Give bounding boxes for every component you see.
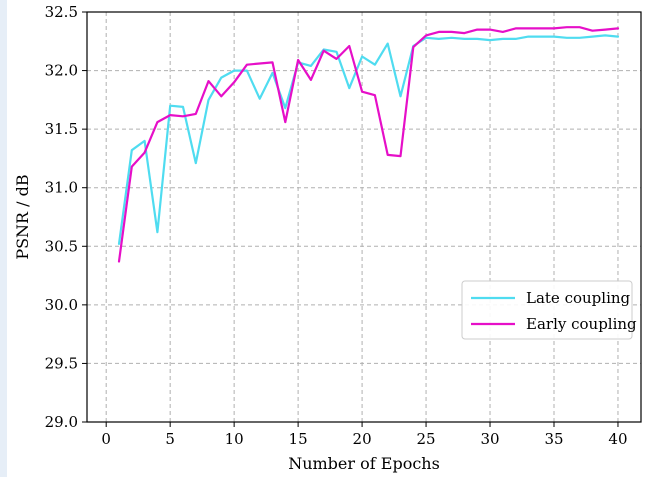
- series-line-early-coupling: [117, 26, 620, 263]
- series-lines: [117, 26, 620, 263]
- x-tick-label: 20: [353, 430, 372, 448]
- y-tick-label: 31.5: [45, 120, 78, 138]
- x-tick-label: 10: [225, 430, 244, 448]
- x-tick-label: 5: [165, 430, 175, 448]
- plot-frame: [86, 11, 642, 423]
- legend-label-early-coupling: Early coupling: [526, 315, 637, 333]
- y-tick-label: 30.5: [45, 237, 78, 255]
- left-edge-strip: [0, 0, 7, 477]
- legend: Late coupling Early coupling: [461, 280, 637, 340]
- x-tick-label: 25: [417, 430, 436, 448]
- y-tick-label: 31.0: [45, 179, 78, 197]
- y-tick-label: 32.5: [45, 3, 78, 21]
- x-tick-label: 0: [101, 430, 111, 448]
- y-axis-label: PSNR / dB: [13, 174, 32, 259]
- x-axis-label: Number of Epochs: [288, 454, 440, 473]
- x-tick-label: 35: [544, 430, 563, 448]
- x-tick-label: 40: [608, 430, 627, 448]
- y-tick-label: 30.0: [45, 296, 78, 314]
- y-tick-label: 29.5: [45, 354, 78, 372]
- series-line-late-coupling: [117, 34, 620, 245]
- x-tick-label: 30: [480, 430, 499, 448]
- axis-ticks: 0 5 10 15 20 25 30 35 40 29.0 29.5 30.0 30.5 31.0 31.5…: [45, 3, 628, 448]
- x-tick-label: 15: [289, 430, 308, 448]
- y-tick-label: 29.0: [45, 413, 78, 431]
- y-tick-label: 32.0: [45, 62, 78, 80]
- grid-lines: [87, 11, 641, 423]
- legend-label-late-coupling: Late coupling: [526, 289, 631, 307]
